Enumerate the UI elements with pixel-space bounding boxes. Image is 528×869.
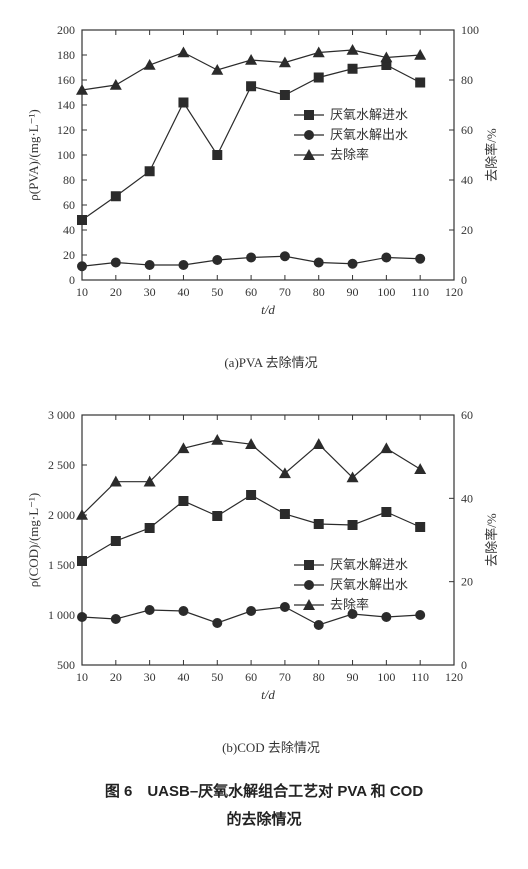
figure-caption-line1: UASB–厌氧水解组合工艺对 PVA 和 COD (147, 783, 423, 800)
svg-text:60: 60 (461, 408, 473, 422)
svg-text:20: 20 (461, 575, 473, 589)
svg-text:ρ(PVA)/(mg·L⁻¹): ρ(PVA)/(mg·L⁻¹) (26, 109, 41, 200)
svg-text:160: 160 (57, 73, 75, 87)
svg-text:1 000: 1 000 (48, 608, 75, 622)
chart-b-subcaption: (b)COD 去除情况 (14, 737, 528, 756)
svg-text:0: 0 (461, 273, 467, 287)
svg-text:40: 40 (63, 223, 75, 237)
svg-text:厌氧水解出水: 厌氧水解出水 (330, 127, 408, 142)
svg-text:120: 120 (445, 670, 463, 684)
chart-cod: 10 20 30 40 50 60 70 80 90 100 110 120 500 1 000 1 500… (0, 371, 528, 756)
svg-text:70: 70 (279, 670, 291, 684)
svg-text:50: 50 (211, 285, 223, 299)
svg-text:80: 80 (313, 670, 325, 684)
svg-text:70: 70 (279, 285, 291, 299)
svg-text:厌氧水解进水: 厌氧水解进水 (330, 107, 408, 122)
svg-text:3 000: 3 000 (48, 408, 75, 422)
svg-text:2 000: 2 000 (48, 508, 75, 522)
svg-text:60: 60 (245, 670, 257, 684)
figure-label: 图 6 (105, 783, 133, 800)
svg-text:20: 20 (461, 223, 473, 237)
svg-text:200: 200 (57, 23, 75, 37)
svg-text:90: 90 (347, 670, 359, 684)
svg-text:100: 100 (377, 285, 395, 299)
svg-text:厌氧水解出水: 厌氧水解出水 (330, 577, 408, 592)
svg-text:20: 20 (63, 248, 75, 262)
svg-text:2 500: 2 500 (48, 458, 75, 472)
svg-text:110: 110 (411, 285, 429, 299)
chart-a-subcaption: (a)PVA 去除情况 (14, 352, 528, 371)
svg-text:30: 30 (144, 670, 156, 684)
svg-text:50: 50 (211, 670, 223, 684)
svg-text:100: 100 (461, 23, 479, 37)
svg-text:500: 500 (57, 658, 75, 672)
svg-text:60: 60 (63, 198, 75, 212)
chart-pva: 1020304050607080901001101200204060801001… (0, 0, 528, 371)
svg-text:厌氧水解进水: 厌氧水解进水 (330, 557, 408, 572)
svg-text:180: 180 (57, 48, 75, 62)
svg-text:10: 10 (76, 670, 88, 684)
svg-text:30: 30 (144, 285, 156, 299)
svg-text:80: 80 (313, 285, 325, 299)
svg-text:1 500: 1 500 (48, 558, 75, 572)
svg-text:110: 110 (411, 670, 429, 684)
svg-text:0: 0 (69, 273, 75, 287)
svg-text:120: 120 (57, 123, 75, 137)
svg-text:去除率/%: 去除率/% (484, 128, 499, 182)
figure-caption: 图 6 UASB–厌氧水解组合工艺对 PVA 和 COD 的去除情况 (0, 778, 528, 834)
svg-text:40: 40 (461, 173, 473, 187)
svg-text:80: 80 (461, 73, 473, 87)
svg-text:80: 80 (63, 173, 75, 187)
svg-text:t/d: t/d (261, 302, 275, 317)
svg-text:去除率: 去除率 (330, 147, 369, 162)
svg-text:140: 140 (57, 98, 75, 112)
chart-cod-svg: 10 20 30 40 50 60 70 80 90 100 110 120 500 1 000 1 500… (14, 395, 514, 735)
svg-text:t/d: t/d (261, 687, 275, 702)
svg-text:120: 120 (445, 285, 463, 299)
svg-text:20: 20 (110, 285, 122, 299)
svg-text:20: 20 (110, 670, 122, 684)
svg-text:去除率/%: 去除率/% (484, 513, 499, 567)
svg-text:ρ(COD)/(mg·L⁻¹): ρ(COD)/(mg·L⁻¹) (26, 493, 41, 588)
svg-text:90: 90 (347, 285, 359, 299)
svg-text:去除率: 去除率 (330, 597, 369, 612)
svg-text:100: 100 (377, 670, 395, 684)
svg-text:100: 100 (57, 148, 75, 162)
svg-text:60: 60 (461, 123, 473, 137)
svg-text:60: 60 (245, 285, 257, 299)
svg-text:40: 40 (177, 285, 189, 299)
figure-caption-line2: 的去除情况 (226, 811, 301, 828)
svg-text:40: 40 (461, 491, 473, 505)
svg-text:40: 40 (177, 670, 189, 684)
svg-text:10: 10 (76, 285, 88, 299)
chart-pva-svg: 1020304050607080901001101200204060801001… (14, 10, 514, 350)
svg-text:0: 0 (461, 658, 467, 672)
